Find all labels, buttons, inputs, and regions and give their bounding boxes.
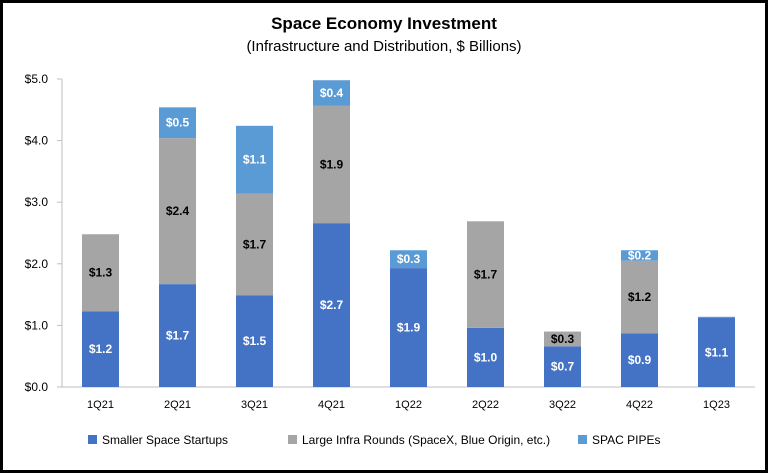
bar-data-label: $0.4 — [320, 86, 344, 100]
legend-swatch — [88, 435, 97, 444]
bar-segment — [313, 105, 350, 224]
bar-segment — [621, 333, 658, 387]
bar-data-label: $1.5 — [243, 334, 267, 348]
x-tick-label: 1Q22 — [395, 399, 422, 411]
x-tick-label: 1Q21 — [87, 399, 114, 411]
bar-segment — [313, 80, 350, 106]
bar-segment — [390, 250, 427, 269]
bar-segment — [236, 295, 273, 387]
bar-data-label: $1.2 — [628, 290, 652, 304]
bar-segment — [159, 284, 196, 387]
bar-data-label: $1.9 — [320, 157, 344, 171]
bar-data-label: $1.7 — [166, 329, 190, 343]
bar-data-label: $0.9 — [628, 353, 652, 367]
legend-swatch — [578, 435, 587, 444]
bar-data-label: $0.3 — [397, 252, 421, 266]
x-tick-label: 3Q22 — [549, 399, 576, 411]
bar-segment — [621, 250, 658, 261]
bar-segment — [544, 331, 581, 347]
bar-data-label: $0.7 — [551, 360, 575, 374]
x-tick-label: 4Q21 — [318, 399, 345, 411]
y-tick-label: $0.0 — [25, 380, 49, 394]
bar-segment — [698, 316, 735, 319]
bar-segment — [82, 234, 119, 312]
x-tick-label: 2Q22 — [472, 399, 499, 411]
legend-entry: Large Infra Rounds (SpaceX, Blue Origin,… — [302, 433, 550, 447]
x-tick-label: 2Q21 — [164, 399, 191, 411]
bar-data-label: $1.0 — [474, 350, 498, 364]
bar-data-label: $0.2 — [628, 248, 652, 262]
bar-data-label: $1.7 — [474, 268, 498, 282]
bar-data-label: $2.4 — [166, 204, 190, 218]
y-tick-label: $1.0 — [25, 318, 49, 332]
bar-segment — [544, 346, 581, 387]
bar-data-label: $2.7 — [320, 298, 344, 312]
y-tick-label: $5.0 — [25, 72, 49, 86]
x-tick-label: 1Q23 — [703, 399, 730, 411]
chart-title: Space Economy Investment — [271, 14, 497, 33]
x-tick-label: 3Q21 — [241, 399, 268, 411]
bar-data-label: $0.5 — [166, 116, 190, 130]
chart-subtitle: (Infrastructure and Distribution, $ Bill… — [246, 38, 522, 55]
y-tick-label: $3.0 — [25, 195, 49, 209]
y-tick-label: $4.0 — [25, 134, 49, 148]
bar-data-label: $1.7 — [243, 237, 267, 251]
bar-segment — [467, 327, 504, 387]
bar-data-label: $1.3 — [89, 266, 113, 280]
legend-entry: SPAC PIPEs — [592, 433, 660, 447]
y-tick-label: $2.0 — [25, 257, 49, 271]
bar-data-label: $1.2 — [89, 342, 113, 356]
bar-segment — [236, 193, 273, 296]
bar-segment — [159, 138, 196, 285]
bar-data-label: $1.1 — [243, 153, 267, 167]
bar-segment — [390, 268, 427, 387]
legend-swatch — [288, 435, 297, 444]
bar-segment — [698, 318, 735, 387]
bar-data-label: $0.3 — [551, 332, 575, 346]
bar-segment — [236, 125, 273, 194]
bar-segment — [313, 223, 350, 387]
x-tick-label: 4Q22 — [626, 399, 653, 411]
bar-segment — [159, 107, 196, 139]
bar-data-label: $1.9 — [397, 321, 421, 335]
bar-segment — [621, 260, 658, 334]
legend-entry: Smaller Space Startups — [102, 433, 228, 447]
bar-segment — [467, 221, 504, 328]
bar-segment — [82, 311, 119, 387]
bar-data-label: $1.1 — [705, 346, 729, 360]
